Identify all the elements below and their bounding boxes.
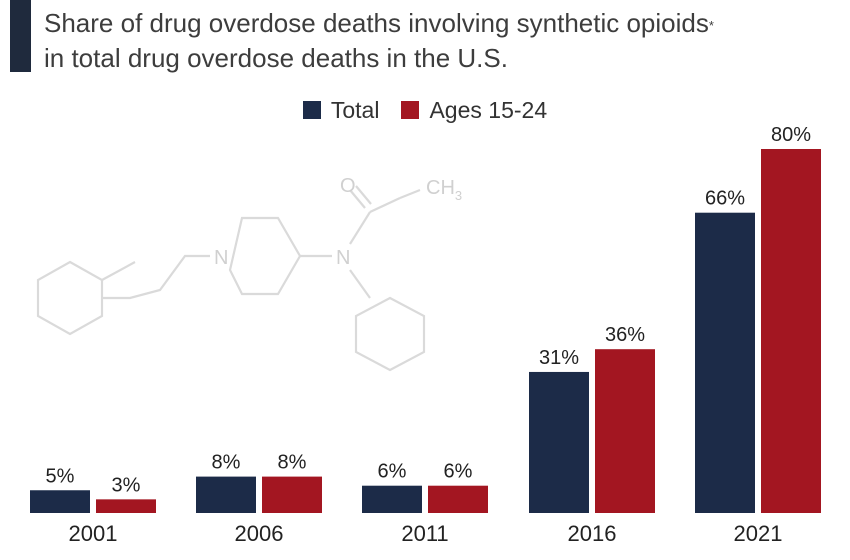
legend-label-total: Total <box>330 96 380 123</box>
bars-layer: 5% 3% 8% 8% 6% 6% 31% 36% 66% 80% <box>30 124 821 513</box>
fentanyl-molecule-illustration: N N O CH3 <box>36 175 462 372</box>
legend-item-ages: Ages 15-24 <box>401 97 547 124</box>
data-label-ages-2011: 6% <box>444 461 473 483</box>
ch3-label: CH3 <box>426 177 462 203</box>
bar-total-2006 <box>196 476 256 513</box>
legend-swatch-ages <box>401 101 420 119</box>
category-label-2006: 2006 <box>235 521 284 546</box>
category-label-2021: 2021 <box>734 521 783 546</box>
title-accent-bar <box>10 0 31 72</box>
data-label-ages-2006: 8% <box>278 452 307 474</box>
bar-total-2016 <box>529 371 589 513</box>
title-line-1-text: Share of drug overdose deaths involving … <box>44 8 709 38</box>
category-labels: 2001 2006 2011 2016 2021 <box>69 521 783 546</box>
category-label-2011: 2011 <box>401 521 448 546</box>
title-line-2: in total drug overdose deaths in the U.S… <box>44 43 508 73</box>
bar-total-2001 <box>30 490 90 513</box>
bar-total-2011 <box>362 485 422 513</box>
legend-swatch-total <box>302 101 321 119</box>
legend-label-ages: Ages 15-24 <box>429 96 548 123</box>
bar-ages-2021 <box>761 149 821 513</box>
title-line-1: Share of drug overdose deaths involving … <box>44 6 844 41</box>
chart-title: Share of drug overdose deaths involving … <box>44 6 844 76</box>
bar-ages-2011 <box>428 485 488 513</box>
data-label-total-2006: 8% <box>212 452 241 474</box>
data-label-total-2016: 31% <box>539 347 579 369</box>
legend-item-total: Total <box>302 96 380 124</box>
category-label-2001: 2001 <box>69 521 118 546</box>
bar-total-2021 <box>695 212 755 513</box>
data-label-total-2011: 6% <box>378 461 407 483</box>
data-label-ages-2021: 80% <box>771 124 811 146</box>
bar-ages-2016 <box>595 349 655 513</box>
data-label-ages-2001: 3% <box>112 474 141 496</box>
o-atom-label: O <box>340 175 356 197</box>
data-label-total-2001: 5% <box>46 465 75 487</box>
data-label-total-2021: 66% <box>705 188 745 210</box>
chart-legend: Total Ages 15-24 <box>0 96 850 124</box>
category-label-2016: 2016 <box>568 521 617 546</box>
footnote-mark: * <box>708 18 714 33</box>
data-label-ages-2016: 36% <box>605 324 645 346</box>
bar-ages-2006 <box>262 476 322 513</box>
n-atom-label-2: N <box>336 247 350 269</box>
n-atom-label-1: N <box>214 247 228 269</box>
bar-ages-2001 <box>96 499 156 513</box>
